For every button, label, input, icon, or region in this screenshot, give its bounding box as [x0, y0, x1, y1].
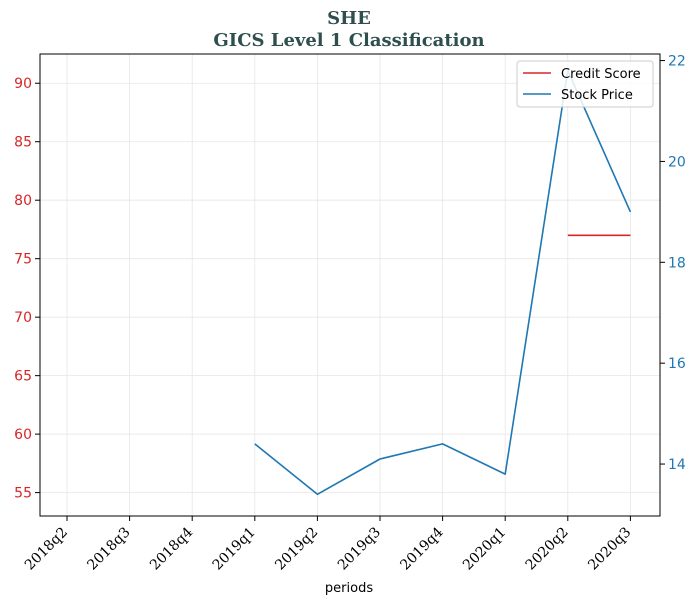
left-y-tick-label: 70	[14, 310, 32, 326]
left-y-tick-label: 85	[14, 135, 32, 151]
x-tick-label: 2018q2	[22, 524, 71, 573]
plot-area-frame	[39, 53, 661, 517]
legend: Credit Score Stock Price	[516, 60, 654, 108]
x-tick-label: 2018q4	[147, 524, 196, 573]
x-tick-label: 2019q2	[272, 524, 321, 573]
x-tick-label: 2020q1	[460, 524, 509, 573]
left-y-tick-label: 90	[14, 76, 32, 92]
x-tick-label: 2019q4	[397, 524, 446, 573]
chart-title: SHE	[327, 8, 371, 29]
chart-subtitle: GICS Level 1 Classification	[213, 30, 484, 51]
left-y-tick-label: 65	[14, 369, 32, 385]
left-y-tick-label: 75	[14, 252, 32, 268]
right-y-tick-label: 22	[668, 54, 686, 70]
x-axis-label: periods	[325, 581, 373, 596]
right-y-axis: 14 16 18 20 22	[660, 54, 686, 473]
right-y-tick-label: 20	[668, 154, 686, 170]
grid	[40, 54, 660, 516]
left-y-axis: 55 60 65 70 75 80 85 90	[14, 76, 40, 502]
right-y-tick-label: 18	[668, 255, 686, 271]
left-y-tick-label: 60	[14, 427, 32, 443]
x-axis: 2018q2 2018q3 2018q4 2019q1 2019q2 2019q3 2019…	[22, 516, 634, 573]
left-y-tick-label: 80	[14, 193, 32, 209]
right-y-tick-label: 16	[668, 356, 686, 372]
legend-label-stock-price: Stock Price	[561, 88, 633, 103]
x-tick-label: 2019q1	[210, 524, 259, 573]
left-y-tick-label: 55	[14, 486, 32, 502]
legend-label-credit-score: Credit Score	[561, 67, 641, 82]
right-y-tick-label: 14	[668, 457, 686, 473]
x-tick-label: 2020q3	[585, 524, 634, 573]
x-tick-label: 2018q3	[84, 524, 133, 573]
x-tick-label: 2020q2	[523, 524, 572, 573]
x-tick-label: 2019q3	[335, 524, 384, 573]
